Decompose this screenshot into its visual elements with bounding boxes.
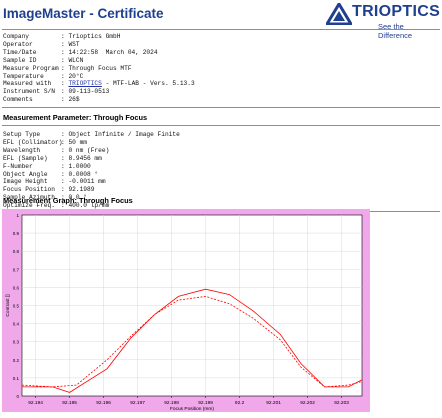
graph-section-title: Measurement Graph: Through Focus xyxy=(3,196,133,205)
info-value: Trioptics GmbH xyxy=(68,33,121,40)
x-tick-label: 92.197 xyxy=(130,400,145,406)
info-row: Company: Trioptics GmbH xyxy=(3,33,121,40)
info-key: Measure Program xyxy=(3,64,59,72)
info-key: Operator xyxy=(3,40,33,48)
x-tick-label: 92.203 xyxy=(334,400,349,406)
info-key: Temperature xyxy=(3,72,44,80)
y-tick-label: 0.4 xyxy=(13,322,20,327)
info-value: - MTF-LAB - Vers. 5.13.3 xyxy=(101,80,195,88)
info-key: Company xyxy=(3,33,29,40)
param-value: 1.0000 xyxy=(68,162,91,170)
info-row: Comments: 26$ xyxy=(3,96,80,104)
section-divider xyxy=(2,125,440,126)
param-row: Wavelength: 0 nm (Free) xyxy=(3,146,110,154)
param-value: 0.0 ° xyxy=(68,194,88,202)
x-tick-label: 92.201 xyxy=(266,400,281,406)
y-tick-label: 0.7 xyxy=(13,267,20,272)
page-title: ImageMaster - Certificate xyxy=(3,6,164,21)
param-key: F-Number xyxy=(3,162,33,170)
params-block: Setup Type: Object Infinite / Image Fini… xyxy=(3,131,180,210)
x-tick-label: 92.198 xyxy=(164,400,179,406)
x-axis-label: Focus Position (mm) xyxy=(170,406,214,412)
param-value: -0.0011 mm xyxy=(68,178,106,186)
param-row: F-Number: 1.0000 xyxy=(3,162,91,170)
info-value: WLCN xyxy=(68,56,84,64)
params-section-title: Measurement Parameter: Through Focus xyxy=(3,113,148,122)
param-row: EFL (Sample): 8.9456 mm xyxy=(3,154,102,162)
param-row: Setup Type: Object Infinite / Image Fini… xyxy=(3,131,180,138)
info-row: Measure Program: Through Focus MTF xyxy=(3,64,132,72)
info-value: 26$ xyxy=(68,96,80,104)
info-row: Instrument S/N: 09-113-0513 xyxy=(3,88,110,96)
param-key: EFL (Sample) xyxy=(3,154,48,162)
param-value: 0.0008 ° xyxy=(68,170,99,178)
info-row: Temperature: 20°C xyxy=(3,72,84,80)
param-row: Image Height: -0.0011 mm xyxy=(3,178,106,186)
info-key: Comments xyxy=(3,96,33,104)
logo-name: TRIOPTICS xyxy=(352,3,441,20)
chart-frame: 0 0.1 0.2 0.3 0.4 0.5 0.6 0.7 0.8 0.9 1 92.194 92.19… xyxy=(2,209,370,412)
info-block: Company: Trioptics GmbH Operator: WST Ti… xyxy=(3,33,195,104)
param-value: 50 mm xyxy=(68,138,88,146)
y-tick-label: 0 xyxy=(16,394,19,399)
info-key: Time/Date xyxy=(3,48,37,56)
info-row: Time/Date: 14:22:58 March 04, 2024 xyxy=(3,48,158,56)
param-value: 8.9456 mm xyxy=(68,154,102,162)
triangle-logo-icon xyxy=(326,3,352,25)
param-key: Sample Azimuth xyxy=(3,194,55,202)
info-value: 14:22:58 March 04, 2024 xyxy=(68,48,158,56)
section-divider xyxy=(2,107,440,108)
param-row: Sample Azimuth: 0.0 ° xyxy=(3,194,88,202)
series-line-dashed xyxy=(21,295,363,388)
y-tick-label: 0.9 xyxy=(13,231,20,236)
info-row: Operator: WST xyxy=(3,40,80,48)
info-value: 20°C xyxy=(68,72,84,80)
y-tick-label: 0.5 xyxy=(13,304,20,309)
x-tick-label: 92.2 xyxy=(235,400,245,406)
param-row: Focus Position: 92.1989 xyxy=(3,186,95,194)
trioptics-logo: TRIOPTICS See the Difference xyxy=(326,3,441,40)
param-key: Setup Type xyxy=(3,131,41,138)
param-key: Object Angle xyxy=(3,170,48,178)
info-value: WST xyxy=(68,40,80,48)
param-key: Image Height xyxy=(3,178,48,186)
info-key: Sample ID xyxy=(3,56,37,64)
y-tick-label: 0.6 xyxy=(13,285,20,290)
logo-tagline: See the Difference xyxy=(378,22,413,40)
y-axis-label: Contrast [] xyxy=(5,294,11,316)
series-line-solid xyxy=(22,288,363,393)
y-tick-label: 0.1 xyxy=(13,376,20,381)
info-key: Measured with xyxy=(3,80,52,88)
param-value: 92.1989 xyxy=(68,186,95,194)
info-row: Sample ID: WLCN xyxy=(3,56,84,64)
through-focus-chart: 0 0.1 0.2 0.3 0.4 0.5 0.6 0.7 0.8 0.9 1 92.194 92.19… xyxy=(5,213,363,412)
param-key: Focus Position xyxy=(3,186,55,194)
param-value: 400.0 lp/mm xyxy=(68,202,110,210)
x-tick-label: 92.199 xyxy=(198,400,213,406)
param-key: EFL (Collimator) xyxy=(3,138,63,146)
y-tick-label: 0.2 xyxy=(13,358,20,363)
x-tick-label: 92.196 xyxy=(96,400,111,406)
y-tick-label: 0.3 xyxy=(13,340,20,345)
trioptics-link[interactable]: TRIOPTICS xyxy=(68,80,102,88)
param-key: Wavelength xyxy=(3,146,41,154)
param-key: Optimize Freq. xyxy=(3,202,55,210)
info-value: 09-113-0513 xyxy=(68,88,110,96)
info-key: Instrument S/N xyxy=(3,88,55,96)
param-value: 0 nm (Free) xyxy=(68,146,110,154)
param-row: Object Angle: 0.0008 ° xyxy=(3,170,99,178)
info-row: Measured with: TRIOPTICS - MTF-LAB - Ver… xyxy=(3,80,195,88)
param-row: Optimize Freq.: 400.0 lp/mm xyxy=(3,202,110,210)
param-value: Object Infinite / Image Finite xyxy=(68,131,180,138)
x-tick-label: 92.202 xyxy=(300,400,315,406)
x-tick-label: 92.195 xyxy=(62,400,77,406)
y-tick-label: 0.8 xyxy=(13,249,20,254)
header-divider xyxy=(2,29,440,30)
y-tick-label: 1 xyxy=(16,213,19,218)
x-tick-label: 92.194 xyxy=(28,400,43,406)
param-row: EFL (Collimator): 50 mm xyxy=(3,138,88,146)
info-value: Through Focus MTF xyxy=(68,64,132,72)
